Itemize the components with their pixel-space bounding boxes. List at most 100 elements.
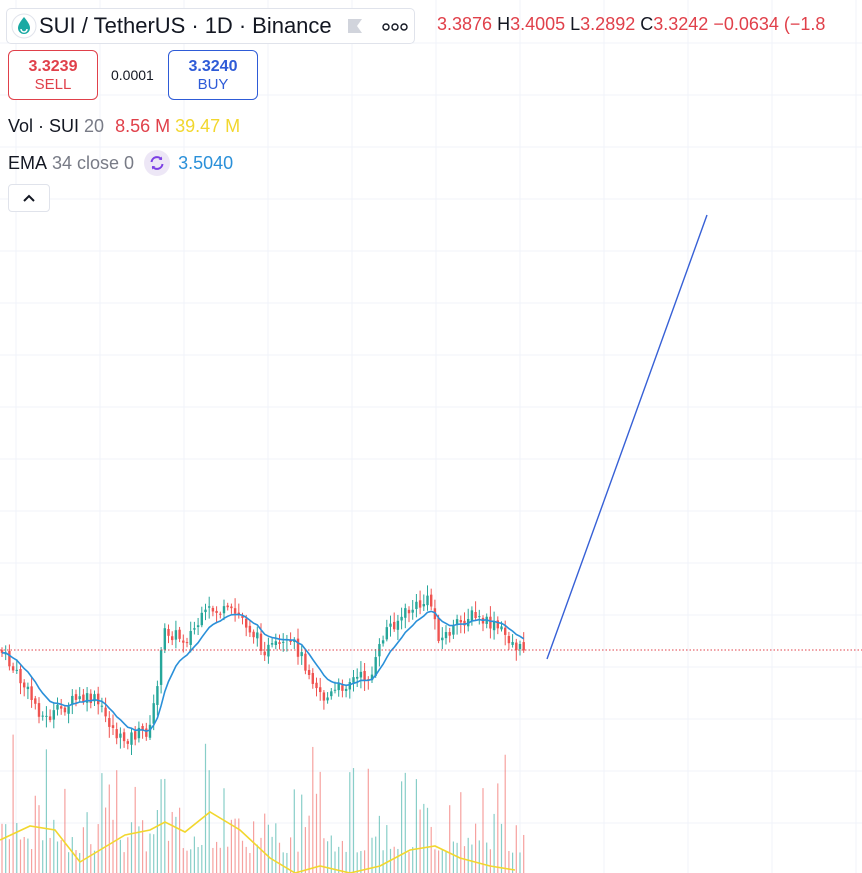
candle-body [93, 694, 96, 702]
volume-bar [290, 837, 292, 873]
volume-bar [445, 851, 447, 873]
candle-body [370, 674, 374, 681]
volume-bar [219, 847, 221, 873]
volume-bar [5, 824, 7, 873]
volume-bar [149, 833, 151, 873]
candle-body [241, 615, 244, 618]
volume-bar [489, 849, 491, 873]
volume-bar [86, 812, 88, 873]
candle-body [156, 686, 159, 705]
candle-body [163, 628, 166, 650]
volume-bar [249, 852, 251, 873]
volume-bar [45, 749, 47, 873]
volume-bar [275, 823, 277, 873]
candle-body [393, 621, 396, 630]
candle-body [26, 686, 30, 690]
candle-body [134, 731, 137, 740]
volume-bar [253, 821, 255, 873]
collapse-legend-button[interactable] [8, 184, 50, 212]
candle-body [208, 606, 211, 608]
volume-bar [156, 810, 158, 873]
volume-bar [508, 850, 510, 873]
candle-body [322, 692, 326, 701]
volume-bar [1, 823, 3, 873]
high-label: H [497, 14, 511, 34]
candle-body [415, 601, 418, 609]
candle-body [30, 686, 33, 701]
more-horizontal-icon[interactable] [381, 18, 408, 34]
candle-body [89, 693, 92, 704]
volume-bar [238, 818, 240, 873]
volume-bar [82, 827, 84, 873]
volume-value: 8.56 M [115, 116, 171, 136]
volume-bar [145, 851, 147, 873]
candle-body [511, 642, 514, 645]
symbol-title-bar[interactable]: SUI / TetherUS · 1D · Binance [6, 8, 415, 44]
candle-body [422, 604, 425, 607]
flag-icon[interactable] [346, 17, 364, 35]
volume-bar [308, 815, 310, 873]
ema-line [1, 610, 525, 733]
exchange-label: Binance [252, 13, 332, 38]
candle-body [437, 617, 440, 642]
volume-bar [512, 852, 514, 873]
candle-body [159, 650, 163, 685]
candle-body [522, 642, 525, 651]
volume-bar [123, 852, 125, 873]
candle-body [363, 670, 366, 681]
candle-body [215, 610, 218, 613]
candle-body [296, 638, 300, 657]
ema-params: 34 close 0 [52, 152, 135, 173]
buy-button[interactable]: 3.3240 BUY [168, 50, 258, 100]
volume-bar [105, 807, 107, 873]
candle-body [444, 632, 448, 639]
volume-bar [282, 852, 284, 873]
volume-bar [190, 849, 192, 873]
ohlc-readout: 3.3876 H3.4005 L3.2892 C3.3242 −0.0634 (… [437, 14, 825, 35]
sell-button[interactable]: 3.3239 SELL [8, 50, 98, 100]
candle-body [337, 683, 340, 691]
candle-body [130, 732, 133, 745]
candle-body [341, 685, 344, 691]
candle-body [63, 707, 67, 713]
volume-legend[interactable]: Vol · SUI 20 8.56 M 39.47 M [8, 116, 240, 137]
candle-body [348, 682, 351, 690]
volume-bar [216, 841, 218, 873]
sui-logo-icon [11, 13, 37, 39]
trend-line-drawing [546, 214, 708, 660]
sync-icon[interactable] [144, 150, 171, 176]
volume-bar [378, 815, 380, 873]
volume-length: 20 [84, 116, 105, 136]
candle-body [489, 616, 492, 629]
volume-bar [142, 820, 144, 873]
volume-bar [230, 819, 232, 873]
open-value: 3.3876 [437, 14, 493, 34]
volume-bar [375, 836, 377, 873]
buy-label: BUY [197, 75, 229, 93]
candle-body [430, 594, 433, 607]
volume-bar [130, 822, 133, 873]
candle-body [359, 671, 363, 678]
volume-bar [97, 824, 99, 873]
volume-bar [500, 823, 503, 873]
volume-bar [245, 846, 247, 873]
candle-body [222, 606, 226, 614]
candle-body [267, 644, 270, 657]
candle-body [152, 703, 155, 724]
volume-bar [419, 809, 421, 873]
candle-body [97, 693, 100, 705]
candle-body [52, 710, 55, 720]
volume-bar [64, 788, 66, 873]
volume-bar [42, 840, 44, 873]
volume-bar [423, 803, 425, 873]
candle-body [82, 694, 85, 702]
ema-legend[interactable]: EMA 34 close 0 3.5040 [8, 150, 233, 176]
candle-body [189, 631, 192, 645]
volume-bar [31, 849, 33, 873]
volume-bar [119, 839, 121, 873]
candle-body [19, 669, 22, 684]
volume-bar [486, 842, 488, 873]
candle-body [344, 688, 348, 691]
candle-body [300, 652, 303, 657]
volume-bar [108, 784, 110, 873]
